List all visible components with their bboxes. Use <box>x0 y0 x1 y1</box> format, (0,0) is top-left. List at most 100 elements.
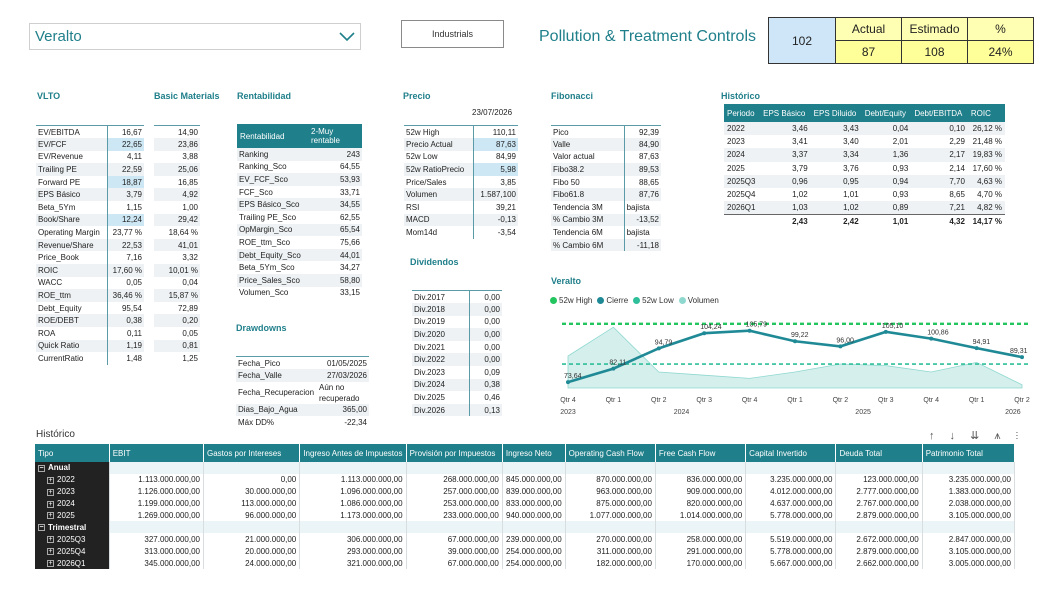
row-label[interactable]: +2022 <box>35 473 110 486</box>
table-cell: 182.000.000,00 <box>565 557 656 570</box>
table-cell: 1.077.000.000,00 <box>565 509 656 522</box>
metric-value: 84,99 <box>473 150 518 164</box>
column-header[interactable]: Debt/EBITDA <box>911 104 968 122</box>
metric-value: 4,92 <box>154 188 200 202</box>
company-dropdown[interactable]: Veralto <box>29 23 361 50</box>
table-cell: 67.000.000,00 <box>406 557 503 570</box>
column-header[interactable]: Capital Invertido <box>745 444 837 462</box>
row-label[interactable]: +2024 <box>35 497 110 510</box>
expand-icon[interactable]: + <box>47 559 54 567</box>
vlto-row: CurrentRatio 1,48 <box>36 352 144 365</box>
metric-label: ROE_ttm_Sco <box>239 237 291 247</box>
collapse-icon[interactable]: − <box>38 524 45 532</box>
metric-value: 18,64 % <box>168 228 198 238</box>
rentabilidad-row: Trailing PE_Sco 62,55 <box>237 211 362 224</box>
metric-value: 0,00 <box>469 353 502 367</box>
metric-label: Div.2025 <box>412 391 470 404</box>
table-cell: 39.000.000,00 <box>406 545 503 558</box>
data-label: 105,10 <box>882 323 904 330</box>
dividendos-row: Div.2023 0,09 <box>412 366 502 379</box>
column-header[interactable]: EPS Básico <box>760 104 811 122</box>
precio-row: 52w RatioPrecio 5,98 <box>404 163 518 176</box>
legend-dot-icon <box>633 297 641 304</box>
table-cell <box>745 462 837 474</box>
metric-value: -13,52 <box>623 213 661 227</box>
metric-label: Beta_5Ym_Sco <box>239 263 295 273</box>
table-toolbar[interactable]: ↑ ↓ ⇊ ⩚ ⫶ <box>929 430 1025 442</box>
metric-label: Price/Sales <box>406 177 447 187</box>
row-label[interactable]: +2025 <box>35 509 110 522</box>
vlto-row: Forward PE 18,87 <box>36 175 144 189</box>
row-label-text: 2026Q1 <box>57 558 86 568</box>
group-label[interactable]: − Trimestral <box>35 521 110 534</box>
table-cell: 839.000.000,00 <box>502 485 566 498</box>
metric-label: Volumen <box>404 188 474 202</box>
expand-icon[interactable]: + <box>47 476 54 484</box>
column-header[interactable]: Periodo <box>724 104 761 122</box>
metric-label: Debt_Equity_Sco <box>237 248 308 262</box>
historico-small-table: Periodo EPS Básico EPS Diluido Debt/Equity D… <box>724 104 1005 228</box>
collapse-icon[interactable]: − <box>38 464 45 472</box>
expand-icon[interactable]: + <box>47 488 54 496</box>
column-header[interactable]: Gastos por Intereses <box>203 444 301 462</box>
legend-item[interactable]: 52w High <box>550 296 592 305</box>
expand-icon[interactable]: + <box>47 512 54 520</box>
cierre-point <box>702 331 707 336</box>
table-cell: 1.113.000.000,00 <box>299 473 407 486</box>
cierre-point <box>1020 355 1024 360</box>
column-header[interactable]: Tipo <box>35 444 110 462</box>
column-header[interactable]: Deuda Total <box>835 444 923 462</box>
column-header[interactable]: Rentabilidad <box>237 124 308 148</box>
legend-item[interactable]: Cierre <box>597 296 628 305</box>
column-header[interactable]: Provisión por Impuestos <box>406 444 503 462</box>
column-header[interactable]: EPS Diluido <box>810 104 862 122</box>
column-header[interactable]: Ingreso Antes de Impuestos <box>299 444 407 462</box>
historico-big-header: Tipo EBIT Gastos por Intereses Ingreso Ante… <box>35 444 1016 462</box>
sector-box[interactable]: Industrials <box>401 20 504 48</box>
metric-value: 87,63 <box>473 138 518 151</box>
fibonacci-row: Valle 84,90 <box>551 138 661 151</box>
column-header[interactable]: 2-Muy rentable <box>308 124 362 148</box>
column-header[interactable]: Operating Cash Flow <box>565 444 656 462</box>
column-header[interactable]: Free Cash Flow <box>655 444 747 462</box>
metric-value: 88,65 <box>623 175 661 189</box>
basic-materials-row: 3,88 <box>154 151 200 164</box>
metric-value: 1,15 <box>106 201 144 214</box>
data-label: 94,79 <box>655 339 673 346</box>
group-label[interactable]: − Anual <box>35 462 110 474</box>
chevron-down-icon[interactable] <box>338 30 356 44</box>
column-header[interactable]: ROIC <box>967 104 1005 122</box>
cierre-point <box>611 366 616 371</box>
legend-item[interactable]: Volumen <box>678 296 719 305</box>
metric-label: Beta_5Ym <box>38 202 76 212</box>
metric-value: 0,11 <box>106 327 144 340</box>
legend-label: Cierre <box>606 296 629 305</box>
column-header[interactable]: Ingreso Neto <box>502 444 566 462</box>
row-label-text: 2025 <box>57 511 75 520</box>
expand-icon[interactable]: + <box>47 536 54 544</box>
x-year-label: 2023 <box>560 409 576 416</box>
row-label[interactable]: +2026Q1 <box>35 557 110 570</box>
column-header[interactable]: EBIT <box>109 444 204 462</box>
row-label[interactable]: +2025Q4 <box>35 545 110 558</box>
metric-label: Pico <box>553 127 569 137</box>
kpi-rank: 102 <box>768 17 836 64</box>
metric-label: EPS Básico_Sco <box>237 198 308 211</box>
basic-materials-row: 0,05 <box>154 327 200 340</box>
table-cell: 1,01 <box>843 190 859 200</box>
metric-label: Quick Ratio <box>36 339 108 353</box>
column-header[interactable]: Patrimonio Total <box>922 444 1016 462</box>
row-label[interactable]: +2025Q3 <box>35 533 110 546</box>
expand-icon[interactable]: + <box>47 548 54 556</box>
expand-icon[interactable]: + <box>47 500 54 508</box>
table-cell: 313.000.000,00 <box>109 545 204 558</box>
table-cell: 24.000.000,00 <box>203 557 301 570</box>
metric-label: Revenue/Share <box>36 238 108 252</box>
metric-label: Ranking_Sco <box>239 162 287 172</box>
table-cell: 3.005.000.000,00 <box>922 557 1016 570</box>
historico-small-row: 2025Q4 1,02 1,01 0,93 8,65 4,70 % <box>724 188 1005 201</box>
column-header[interactable]: Debt/Equity <box>861 104 912 122</box>
metric-label: Trailing PE_Sco <box>239 212 297 222</box>
row-label[interactable]: +2023 <box>35 485 110 498</box>
legend-item[interactable]: 52w Low <box>633 296 674 305</box>
